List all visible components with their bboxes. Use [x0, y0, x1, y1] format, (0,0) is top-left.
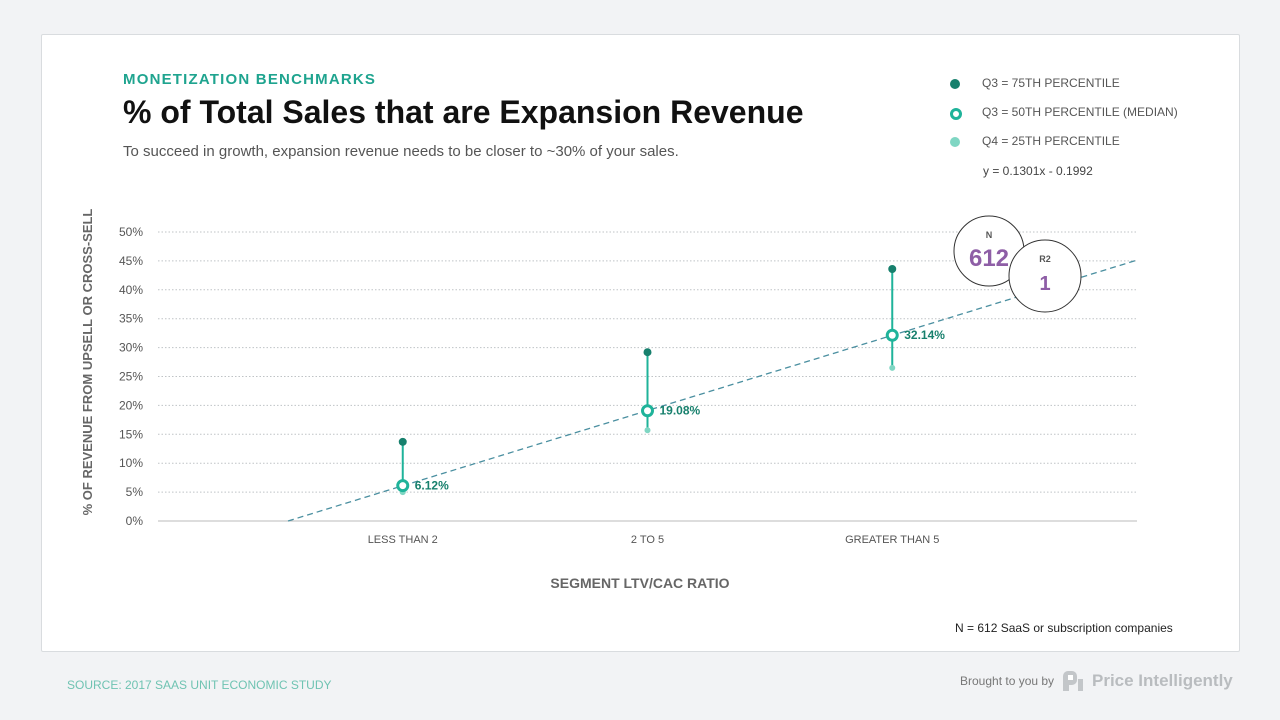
- y-tick-label: 25%: [119, 370, 143, 384]
- stat-value: 612: [969, 245, 1009, 272]
- y-tick-label: 30%: [119, 341, 143, 355]
- y-tick-label: 0%: [126, 514, 144, 528]
- point-q75: [643, 348, 652, 357]
- y-tick-label: 15%: [119, 427, 143, 441]
- brand-logo-icon: [1063, 671, 1083, 691]
- legend-label: Q4 = 25TH PERCENTILE: [982, 134, 1120, 148]
- legend-marker-q75: [950, 79, 960, 89]
- x-tick-label: GREATER THAN 5: [845, 534, 939, 546]
- y-tick-label: 20%: [119, 398, 143, 412]
- brought-by: Brought to you by: [960, 674, 1055, 688]
- trendline-equation: y = 0.1301x - 0.1992: [983, 164, 1093, 178]
- stat-bubble: [1008, 239, 1082, 313]
- stat-label: N: [986, 230, 993, 240]
- y-tick-label: 40%: [119, 283, 143, 297]
- legend-label: Q3 = 75TH PERCENTILE: [982, 76, 1120, 90]
- y-tick-label: 45%: [119, 254, 143, 268]
- median-data-label: 19.08%: [660, 404, 701, 418]
- stat-label: R2: [1039, 254, 1051, 264]
- point-q25: [644, 427, 651, 434]
- y-axis-title: % OF REVENUE FROM UPSELL OR CROSS-SELL: [80, 209, 95, 516]
- legend-marker-median: [950, 108, 962, 120]
- point-q75: [398, 437, 407, 446]
- chart-card: [41, 34, 1240, 652]
- point-median: [885, 328, 899, 342]
- stat-value: 1: [1039, 273, 1050, 295]
- x-tick-label: LESS THAN 2: [368, 534, 438, 546]
- chart-title: % of Total Sales that are Expansion Reve…: [123, 94, 804, 130]
- y-tick-label: 50%: [119, 225, 143, 239]
- x-axis-title: SEGMENT LTV/CAC RATIO: [550, 575, 729, 591]
- point-q75: [888, 264, 897, 273]
- point-median: [641, 404, 654, 418]
- legend-label: Q3 = 50TH PERCENTILE (MEDIAN): [982, 105, 1178, 119]
- legend-marker-q25: [950, 137, 960, 147]
- x-tick-label: 2 TO 5: [631, 534, 664, 546]
- y-tick-label: 10%: [119, 456, 143, 470]
- footnote: N = 612 SaaS or subscription companies: [955, 621, 1173, 635]
- source: SOURCE: 2017 SAAS UNIT ECONOMIC STUDY: [67, 678, 332, 692]
- point-median: [396, 479, 410, 493]
- chart-subtitle: To succeed in growth, expansion revenue …: [123, 143, 679, 160]
- eyebrow: MONETIZATION BENCHMARKS: [123, 71, 377, 88]
- median-data-label: 32.14%: [904, 328, 945, 342]
- y-tick-label: 35%: [119, 312, 143, 326]
- trendline: [287, 259, 1138, 522]
- brand-name: Price Intelligently: [1092, 671, 1233, 690]
- y-tick-label: 5%: [126, 485, 144, 499]
- point-q25: [889, 364, 896, 371]
- median-data-label: 6.12%: [415, 479, 449, 493]
